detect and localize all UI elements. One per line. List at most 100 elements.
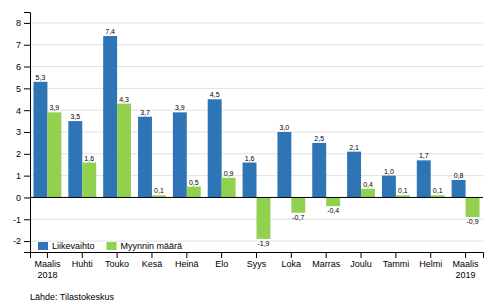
y-tick: 1 <box>16 171 30 181</box>
legend-item: Myynnin määrä <box>107 241 183 251</box>
x-tick-label: Tammi <box>383 259 410 269</box>
grid-line <box>30 153 483 154</box>
legend-swatch <box>107 242 117 250</box>
x-axis-line <box>31 253 484 259</box>
y-axis: -2-1012345678 <box>13 13 31 253</box>
bar <box>103 36 117 197</box>
y-tick: 2 <box>16 149 30 159</box>
x-tick-label-line: Loka <box>282 259 302 269</box>
bar <box>47 112 61 197</box>
data-label: 2,1 <box>349 144 359 151</box>
bar <box>312 143 326 198</box>
y-tick: 5 <box>16 84 30 94</box>
x-tick: Kesä <box>142 252 163 269</box>
y-tick-mark <box>24 23 30 24</box>
x-tick-label-line: 2018 <box>37 270 57 280</box>
bar <box>187 187 201 198</box>
y-axis-line <box>24 13 31 253</box>
data-label: 0,9 <box>224 170 234 177</box>
x-tick: Elo <box>215 252 228 269</box>
bar <box>277 132 291 197</box>
x-tick-label-line: Touko <box>105 259 129 269</box>
x-tick: Maalis2018 <box>34 252 61 280</box>
grid-line <box>30 197 483 198</box>
series-bars <box>33 36 465 197</box>
x-tick-label-line: Tammi <box>383 259 410 269</box>
legend-label: Liikevaihto <box>52 241 95 251</box>
x-tick-label: Kesä <box>142 259 163 269</box>
x-tick-mark <box>430 252 431 258</box>
x-tick-label-line: Huhti <box>72 259 93 269</box>
y-tick-label: 7 <box>16 40 21 50</box>
plot: -2-1012345678Maalis2018HuhtiToukoKesäHei… <box>13 13 484 280</box>
x-tick-label-line: Syys <box>247 259 267 269</box>
x-tick: Heinä <box>175 252 199 269</box>
x-tick-label: Maalis2018 <box>34 259 61 279</box>
y-tick-label: -1 <box>13 215 21 225</box>
y-tick: 3 <box>16 127 30 137</box>
x-tick-label-line: Kesä <box>142 259 163 269</box>
bar <box>173 112 187 197</box>
x-tick-mark <box>465 252 466 258</box>
x-tick-mark <box>47 252 48 258</box>
x-tick-label: Helmi <box>419 259 442 269</box>
x-tick: Maalis2019 <box>453 252 480 280</box>
bar <box>117 104 131 198</box>
y-tick-mark <box>24 176 30 177</box>
y-tick: 6 <box>16 62 30 72</box>
y-tick-mark <box>24 241 30 242</box>
data-label: 0,8 <box>454 172 464 179</box>
data-label: 0,4 <box>363 181 373 188</box>
x-tick: Marras <box>312 252 341 269</box>
bar <box>33 82 47 198</box>
x-tick-mark <box>117 252 118 258</box>
x-tick-label: Joulu <box>350 259 372 269</box>
y-tick-label: 6 <box>16 62 21 72</box>
y-tick: 0 <box>16 193 30 203</box>
x-tick-label: Huhti <box>72 259 93 269</box>
x-tick-label-line: Maalis <box>453 259 480 269</box>
data-label: 3,0 <box>280 124 290 131</box>
x-tick-mark <box>326 252 327 258</box>
data-label: 0,1 <box>398 187 408 194</box>
legend-swatch <box>38 242 48 250</box>
data-label: -0,7 <box>292 214 304 221</box>
x-tick: Helmi <box>419 252 442 269</box>
data-label: 0,5 <box>189 179 199 186</box>
bar <box>361 189 375 198</box>
bar <box>138 117 152 198</box>
bar <box>243 163 257 198</box>
data-label: 3,9 <box>175 104 185 111</box>
bars <box>33 36 479 239</box>
y-tick-label: 3 <box>16 127 21 137</box>
x-tick: Huhti <box>72 252 93 269</box>
y-tick: 4 <box>16 106 30 116</box>
y-tick-mark <box>24 197 30 198</box>
data-label: 2,5 <box>314 135 324 142</box>
y-tick-label: 5 <box>16 84 21 94</box>
x-tick-mark <box>395 252 396 258</box>
bar <box>417 160 431 197</box>
x-tick-mark <box>82 252 83 258</box>
x-tick-label: Loka <box>282 259 302 269</box>
data-label: 3,7 <box>140 109 150 116</box>
x-tick-label-line: Maalis <box>34 259 61 269</box>
y-tick: 7 <box>16 40 30 50</box>
y-tick-label: 4 <box>16 106 21 116</box>
x-tick-label: Heinä <box>175 259 199 269</box>
bar <box>291 197 305 212</box>
x-tick-label: Maalis2019 <box>453 259 480 279</box>
y-tick-label: 1 <box>16 171 21 181</box>
series-bars <box>47 104 479 239</box>
y-tick: 8 <box>16 18 30 28</box>
x-tick-label-line: Heinä <box>175 259 199 269</box>
bar <box>257 197 271 238</box>
chart: -2-1012345678Maalis2018HuhtiToukoKesäHei… <box>0 0 493 304</box>
data-label: 7,4 <box>105 28 115 35</box>
data-label: -1,9 <box>257 240 269 247</box>
data-label: 1,6 <box>245 155 255 162</box>
x-axis: Maalis2018HuhtiToukoKesäHeinäEloSyysLoka… <box>31 252 484 280</box>
y-tick-label: 2 <box>16 149 21 159</box>
y-tick-mark <box>24 219 30 220</box>
x-tick: Touko <box>105 252 129 269</box>
